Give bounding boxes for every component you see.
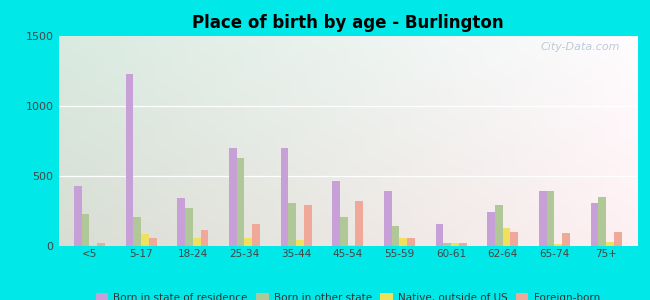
- Bar: [74, 186, 82, 246]
- Bar: [436, 224, 443, 246]
- Bar: [193, 238, 201, 246]
- Bar: [399, 238, 407, 246]
- Bar: [606, 242, 614, 246]
- Bar: [98, 244, 105, 246]
- Bar: [289, 202, 296, 246]
- Bar: [348, 245, 356, 246]
- Bar: [82, 214, 90, 246]
- Bar: [510, 232, 518, 246]
- Bar: [488, 212, 495, 246]
- Bar: [459, 244, 467, 246]
- Bar: [252, 224, 260, 246]
- Bar: [332, 181, 340, 246]
- Bar: [392, 226, 399, 246]
- Bar: [304, 205, 311, 246]
- Bar: [356, 201, 363, 246]
- Bar: [614, 232, 621, 246]
- Bar: [590, 202, 598, 246]
- Bar: [407, 238, 415, 246]
- Bar: [185, 208, 193, 246]
- Bar: [502, 228, 510, 246]
- Bar: [340, 217, 348, 246]
- Title: Place of birth by age - Burlington: Place of birth by age - Burlington: [192, 14, 504, 32]
- Bar: [562, 233, 570, 246]
- Bar: [244, 238, 252, 246]
- Bar: [141, 234, 149, 246]
- Bar: [539, 191, 547, 246]
- Text: City-Data.com: City-Data.com: [540, 42, 619, 52]
- Bar: [177, 198, 185, 246]
- Bar: [229, 148, 237, 246]
- Bar: [554, 244, 562, 246]
- Bar: [451, 244, 459, 246]
- Bar: [495, 205, 502, 246]
- Bar: [281, 148, 289, 246]
- Bar: [133, 217, 141, 246]
- Bar: [90, 245, 97, 246]
- Bar: [547, 191, 554, 246]
- Bar: [125, 74, 133, 246]
- Bar: [384, 191, 392, 246]
- Bar: [237, 158, 244, 246]
- Bar: [296, 240, 304, 246]
- Bar: [201, 230, 208, 246]
- Bar: [598, 197, 606, 246]
- Legend: Born in state of residence, Born in other state, Native, outside of US, Foreign-: Born in state of residence, Born in othe…: [92, 289, 604, 300]
- Bar: [443, 242, 451, 246]
- Bar: [149, 238, 157, 246]
